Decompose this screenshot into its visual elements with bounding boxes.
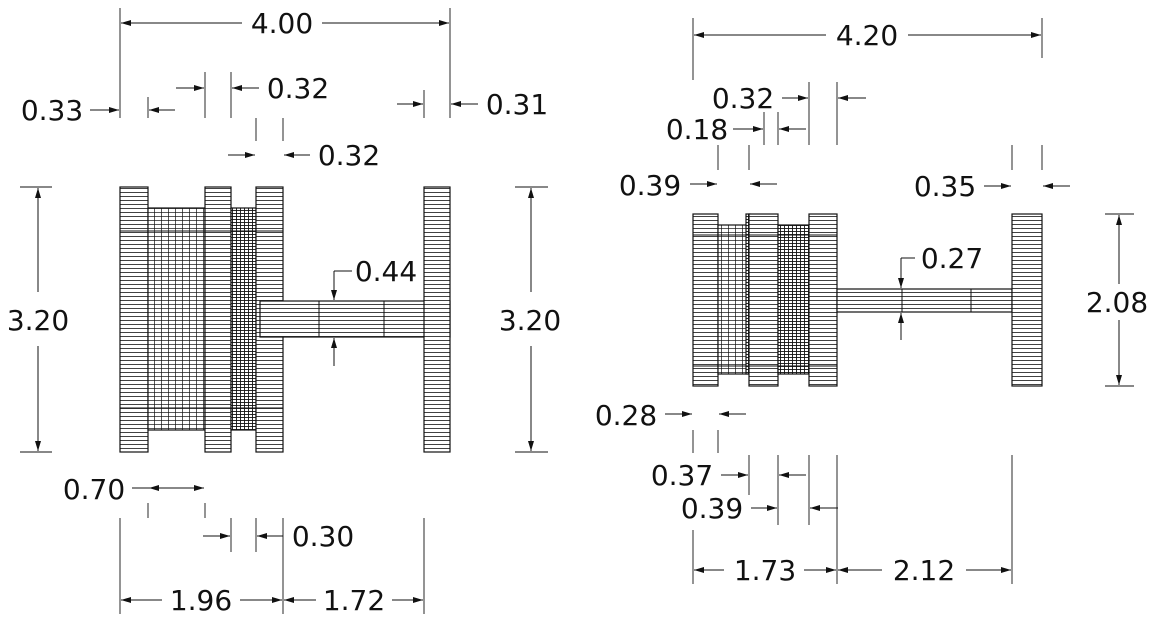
right-dim-top-c: 0.39 [619, 169, 681, 202]
left-dim-bottom-a: 0.70 [63, 473, 125, 506]
left-flange-2 [204, 186, 232, 453]
left-flange-4 [423, 186, 451, 453]
left-dim-shaft: 0.44 [355, 255, 417, 288]
right-dim-span-left: 1.73 [734, 554, 796, 587]
right-dim-top-a: 0.32 [712, 82, 774, 115]
right-dim-bottom-c: 0.39 [681, 492, 743, 525]
right-flange-4 [1011, 213, 1043, 387]
right-part [692, 213, 1043, 387]
left-part [119, 186, 451, 453]
left-dim-right-gap: 0.31 [486, 88, 548, 121]
right-flange-1 [692, 213, 719, 387]
right-dim-top-b: 0.18 [666, 113, 728, 146]
right-dim-span-right: 2.12 [893, 554, 955, 587]
left-dim-span-right: 1.72 [323, 584, 385, 617]
right-view: 4.20 0.32 0.18 0.39 0.35 2.08 [595, 18, 1148, 587]
left-core-1 [147, 207, 206, 431]
right-dim-top-d: 0.35 [914, 170, 976, 203]
right-core-3 [777, 224, 810, 375]
left-flange-1 [119, 186, 149, 453]
left-dim-left-gap: 0.33 [21, 94, 83, 127]
left-dim-top-mid: 0.32 [267, 72, 329, 105]
left-dim-height-right: 3.20 [499, 304, 561, 337]
left-dim-inner-gap: 0.32 [318, 139, 380, 172]
right-shaft [836, 288, 1013, 313]
right-core-1 [717, 224, 749, 375]
right-dim-bottom-a: 0.28 [595, 399, 657, 432]
left-dim-bottom-b: 0.30 [292, 520, 354, 553]
left-core-2 [230, 207, 257, 431]
right-flange-3 [808, 213, 838, 387]
right-dim-bottom-b: 0.37 [651, 459, 713, 492]
left-view: 4.00 0.33 0.32 0.31 0.32 3.20 [7, 7, 561, 617]
left-dim-overall-width: 4.00 [251, 7, 313, 40]
left-shaft [259, 300, 451, 338]
left-dim-height-left: 3.20 [7, 304, 69, 337]
right-dim-shaft: 0.27 [921, 242, 983, 275]
left-dim-span-left: 1.96 [170, 584, 232, 617]
right-dim-overall-width: 4.20 [836, 19, 898, 52]
right-dim-height: 2.08 [1086, 286, 1148, 319]
right-flange-2 [748, 213, 779, 387]
